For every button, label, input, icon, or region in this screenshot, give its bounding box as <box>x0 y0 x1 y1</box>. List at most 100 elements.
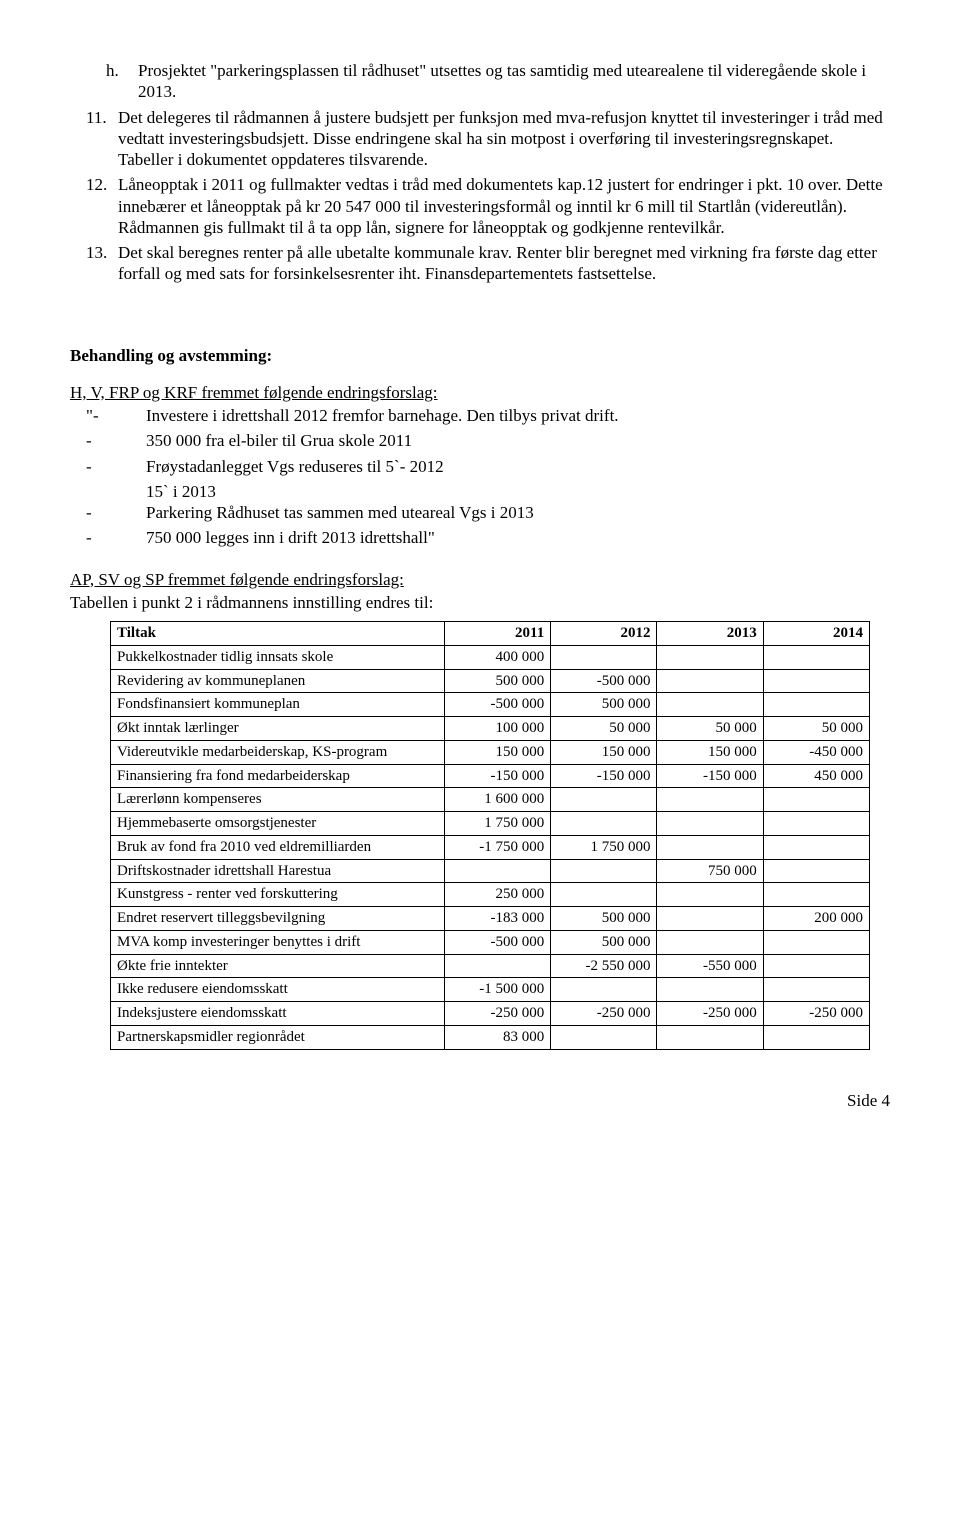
table-row: Økte frie inntekter-2 550 000-550 000 <box>111 954 870 978</box>
table-cell <box>763 883 869 907</box>
table-cell: -250 000 <box>657 1002 763 1026</box>
table-cell: -183 000 <box>444 907 550 931</box>
table-cell: 1 750 000 <box>444 812 550 836</box>
table-cell <box>551 883 657 907</box>
table-cell: Endret reservert tilleggsbevilgning <box>111 907 445 931</box>
text-12: Låneopptak i 2011 og fullmakter vedtas i… <box>118 174 890 238</box>
table-cell: Hjemmebaserte omsorgstjenester <box>111 812 445 836</box>
table-cell <box>763 693 869 717</box>
group1-marker: - <box>70 502 146 523</box>
marker-12: 12. <box>70 174 118 238</box>
group2-subtext: Tabellen i punkt 2 i rådmannens innstill… <box>70 592 890 613</box>
section-heading: Behandling og avstemming: <box>70 345 890 366</box>
table-cell: -150 000 <box>551 764 657 788</box>
group1-line: - 750 000 legges inn i drift 2013 idrett… <box>70 527 890 548</box>
group1-text: 750 000 legges inn i drift 2013 idrettsh… <box>146 527 890 548</box>
table-cell <box>551 788 657 812</box>
group1-marker: - <box>70 527 146 548</box>
table-row: Økt inntak lærlinger100 00050 00050 0005… <box>111 717 870 741</box>
table-cell: -450 000 <box>763 740 869 764</box>
table-cell: Videreutvikle medarbeiderskap, KS-progra… <box>111 740 445 764</box>
table-cell: Fondsfinansiert kommuneplan <box>111 693 445 717</box>
table-cell: -550 000 <box>657 954 763 978</box>
table-cell: -250 000 <box>551 1002 657 1026</box>
table-cell: 250 000 <box>444 883 550 907</box>
table-row: Fondsfinansiert kommuneplan-500 000500 0… <box>111 693 870 717</box>
table-cell <box>657 930 763 954</box>
table-cell: -150 000 <box>657 764 763 788</box>
col-tiltak: Tiltak <box>111 622 445 646</box>
group1-line: "- Investere i idrettshall 2012 fremfor … <box>70 405 890 426</box>
table-row: MVA komp investeringer benyttes i drift-… <box>111 930 870 954</box>
table-cell <box>657 907 763 931</box>
table-cell: 750 000 <box>657 859 763 883</box>
table-row: Driftskostnader idrettshall Harestua750 … <box>111 859 870 883</box>
table-cell: -1 750 000 <box>444 835 550 859</box>
table-cell <box>657 788 763 812</box>
table-cell: Finansiering fra fond medarbeiderskap <box>111 764 445 788</box>
table-row: Revidering av kommuneplanen500 000-500 0… <box>111 669 870 693</box>
table-cell: 400 000 <box>444 645 550 669</box>
table-cell <box>657 645 763 669</box>
col-2014: 2014 <box>763 622 869 646</box>
table-header-row: Tiltak 2011 2012 2013 2014 <box>111 622 870 646</box>
table-cell: -250 000 <box>444 1002 550 1026</box>
table-cell: MVA komp investeringer benyttes i drift <box>111 930 445 954</box>
table-row: Partnerskapsmidler regionrådet83 000 <box>111 1025 870 1049</box>
group1-text: 350 000 fra el-biler til Grua skole 2011 <box>146 430 890 451</box>
marker-13: 13. <box>70 242 118 285</box>
list-item-13: 13. Det skal beregnes renter på alle ube… <box>70 242 890 285</box>
table-cell: -150 000 <box>444 764 550 788</box>
table-cell <box>551 859 657 883</box>
table-cell <box>763 645 869 669</box>
table-cell <box>763 954 869 978</box>
table-container: Tiltak 2011 2012 2013 2014 Pukkelkostnad… <box>110 621 870 1050</box>
table-cell <box>763 930 869 954</box>
list-item-12: 12. Låneopptak i 2011 og fullmakter vedt… <box>70 174 890 238</box>
group2-heading: AP, SV og SP fremmet følgende endringsfo… <box>70 569 890 590</box>
text-13: Det skal beregnes renter på alle ubetalt… <box>118 242 890 285</box>
table-row: Ikke redusere eiendomsskatt-1 500 000 <box>111 978 870 1002</box>
table-row: Bruk av fond fra 2010 ved eldremilliarde… <box>111 835 870 859</box>
group1-marker: - <box>70 456 146 477</box>
table-cell: 50 000 <box>551 717 657 741</box>
group1-marker: "- <box>70 405 146 426</box>
table-cell <box>551 812 657 836</box>
table-cell <box>763 978 869 1002</box>
table-row: Finansiering fra fond medarbeiderskap-15… <box>111 764 870 788</box>
table-cell <box>444 859 550 883</box>
table-cell: Økt inntak lærlinger <box>111 717 445 741</box>
table-cell <box>657 883 763 907</box>
table-cell: Partnerskapsmidler regionrådet <box>111 1025 445 1049</box>
group1-text: Investere i idrettshall 2012 fremfor bar… <box>146 405 890 426</box>
table-cell: 50 000 <box>763 717 869 741</box>
table-cell: -500 000 <box>444 693 550 717</box>
table-row: Hjemmebaserte omsorgstjenester1 750 000 <box>111 812 870 836</box>
table-cell: Ikke redusere eiendomsskatt <box>111 978 445 1002</box>
table-cell <box>551 645 657 669</box>
table-cell: 83 000 <box>444 1025 550 1049</box>
table-cell: Indeksjustere eiendomsskatt <box>111 1002 445 1026</box>
table-row: Pukkelkostnader tidlig innsats skole400 … <box>111 645 870 669</box>
marker-11: 11. <box>70 107 118 171</box>
col-2012: 2012 <box>551 622 657 646</box>
table-cell <box>657 1025 763 1049</box>
group1-line-indent: 15` i 2013 <box>70 481 890 502</box>
table-cell: Lærerlønn kompenseres <box>111 788 445 812</box>
group1-text: Frøystadanlegget Vgs reduseres til 5`- 2… <box>146 456 890 477</box>
group1-text: Parkering Rådhuset tas sammen med uteare… <box>146 502 890 523</box>
table-cell <box>763 859 869 883</box>
table-row: Kunstgress - renter ved forskuttering250… <box>111 883 870 907</box>
table-row: Indeksjustere eiendomsskatt-250 000-250 … <box>111 1002 870 1026</box>
table-cell: 500 000 <box>551 907 657 931</box>
table-cell: Bruk av fond fra 2010 ved eldremilliarde… <box>111 835 445 859</box>
table-cell: 1 600 000 <box>444 788 550 812</box>
table-cell: -500 000 <box>551 669 657 693</box>
table-cell <box>657 812 763 836</box>
list-item-h: h. Prosjektet "parkeringsplassen til råd… <box>70 60 890 103</box>
table-cell: -250 000 <box>763 1002 869 1026</box>
table-cell <box>444 954 550 978</box>
table-cell: 1 750 000 <box>551 835 657 859</box>
group1-line: - 350 000 fra el-biler til Grua skole 20… <box>70 430 890 451</box>
table-cell: 500 000 <box>551 693 657 717</box>
